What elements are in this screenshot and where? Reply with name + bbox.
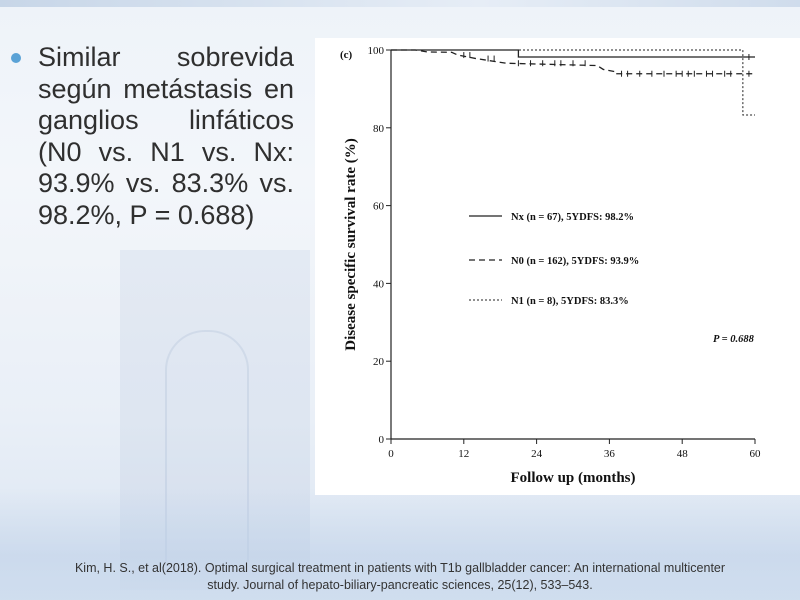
x-axis-label: Follow up (months) [510, 470, 635, 486]
legend-label-n1: N1 (n = 8), 5YDFS: 83.3% [511, 296, 629, 307]
citation-line-1: Kim, H. S., et al(2018). Optimal surgica… [74, 561, 726, 575]
series-line-n1 [391, 49, 755, 116]
x-tick-label: 60 [750, 448, 762, 460]
bottom-band [0, 488, 800, 600]
panel-label: (c) [340, 49, 353, 61]
y-axis-label: Disease specific survival rate (%) [343, 138, 359, 350]
background-arch [165, 330, 249, 562]
x-tick-label: 0 [388, 448, 394, 460]
legend-label-n0: N0 (n = 162), 5YDFS: 93.9% [511, 256, 639, 267]
bullet-marker [11, 53, 21, 63]
top-band [0, 0, 800, 7]
citation: Kim, H. S., et al(2018). Optimal surgica… [0, 560, 800, 594]
citation-line-2: study. Journal of hepato-biliary-pancrea… [207, 578, 593, 592]
x-tick-label: 36 [604, 448, 616, 460]
legend-label-nx: Nx (n = 67), 5YDFS: 98.2% [511, 212, 634, 223]
series-line-nx [391, 49, 755, 58]
x-tick-label: 48 [677, 448, 689, 460]
y-tick-label: 100 [368, 45, 385, 57]
survival-chart-svg: 0 12 24 36 48 60 0 20 40 60 80 100 Follow up (months… [340, 45, 762, 486]
series-line-n0 [391, 49, 755, 75]
y-tick-label: 40 [373, 278, 385, 290]
y-tick-label: 20 [373, 356, 385, 368]
x-tick-label: 24 [531, 448, 543, 460]
survival-chart: 0 12 24 36 48 60 0 20 40 60 80 100 Follow up (months… [315, 38, 800, 495]
p-value-annotation: P = 0.688 [713, 334, 755, 345]
x-tick-label: 12 [458, 448, 469, 460]
y-tick-label: 60 [373, 201, 385, 213]
y-tick-label: 0 [379, 434, 385, 446]
bullet-text: Similar sobrevida según metástasis en ga… [38, 42, 294, 230]
y-tick-label: 80 [373, 123, 385, 135]
